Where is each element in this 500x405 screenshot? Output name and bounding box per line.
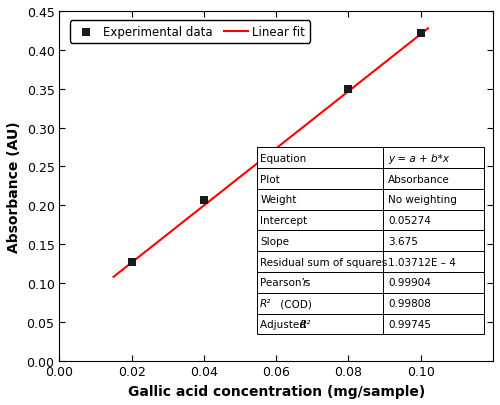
Text: r: r <box>302 278 307 288</box>
Bar <box>256 231 484 252</box>
Text: Residual sum of squares: Residual sum of squares <box>260 257 388 267</box>
Text: 0.99808: 0.99808 <box>388 298 431 309</box>
Text: Pearson’s: Pearson’s <box>260 278 314 288</box>
Text: Weight: Weight <box>260 195 296 205</box>
Text: 1.03712E – 4: 1.03712E – 4 <box>388 257 456 267</box>
Point <box>200 197 208 204</box>
Text: 0.99904: 0.99904 <box>388 278 431 288</box>
Point <box>128 259 136 266</box>
Bar <box>256 210 484 231</box>
Point <box>272 152 280 159</box>
Text: 0.05274: 0.05274 <box>388 215 431 226</box>
Bar <box>256 169 484 190</box>
Bar <box>256 273 484 293</box>
Text: Absorbance: Absorbance <box>388 174 450 184</box>
Bar <box>256 148 484 169</box>
Text: y = a + b*x: y = a + b*x <box>388 153 450 163</box>
Bar <box>256 190 484 210</box>
Text: No weighting: No weighting <box>388 195 457 205</box>
Text: Slope: Slope <box>260 236 289 246</box>
X-axis label: Gallic acid concentration (mg/sample): Gallic acid concentration (mg/sample) <box>128 384 425 398</box>
Text: (COD): (COD) <box>276 298 312 309</box>
Text: Adjusted: Adjusted <box>260 319 310 329</box>
Text: 3.675: 3.675 <box>388 236 418 246</box>
Point <box>417 30 425 37</box>
Bar <box>256 252 484 273</box>
Text: Plot: Plot <box>260 174 280 184</box>
Bar <box>256 293 484 314</box>
Text: R²: R² <box>300 319 312 329</box>
Y-axis label: Absorbance (AU): Absorbance (AU) <box>7 121 21 252</box>
Text: Intercept: Intercept <box>260 215 308 226</box>
Legend: Experimental data, Linear fit: Experimental data, Linear fit <box>70 21 310 44</box>
Text: Equation: Equation <box>260 153 306 163</box>
Text: 0.99745: 0.99745 <box>388 319 432 329</box>
Text: R²: R² <box>260 298 272 309</box>
Bar <box>256 314 484 335</box>
Point <box>344 86 352 93</box>
